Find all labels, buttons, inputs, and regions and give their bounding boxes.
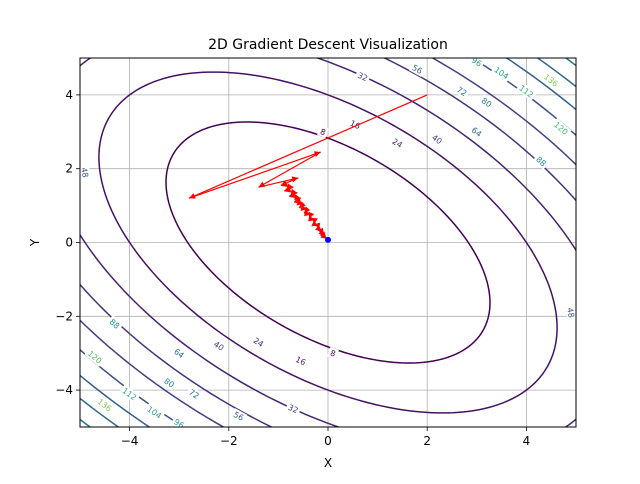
y-tick-label: −2 bbox=[55, 309, 73, 323]
y-tick-label: 2 bbox=[65, 162, 73, 176]
x-tick-label: 4 bbox=[523, 434, 531, 448]
contour-label-text: 48 bbox=[565, 307, 576, 319]
x-tick-label: −2 bbox=[220, 434, 238, 448]
x-tick-label: 0 bbox=[324, 434, 332, 448]
contour-label-text: 48 bbox=[79, 167, 90, 179]
y-tick-label: 0 bbox=[65, 236, 73, 250]
y-axis-label: Y bbox=[28, 238, 42, 247]
x-tick-label: 2 bbox=[423, 434, 431, 448]
x-axis-label: X bbox=[324, 456, 332, 470]
descent-end-point bbox=[325, 237, 331, 243]
x-tick-label: −4 bbox=[121, 434, 139, 448]
y-tick-label: −4 bbox=[55, 383, 73, 397]
chart-title: 2D Gradient Descent Visualization bbox=[208, 37, 448, 53]
y-tick-label: 4 bbox=[65, 88, 73, 102]
